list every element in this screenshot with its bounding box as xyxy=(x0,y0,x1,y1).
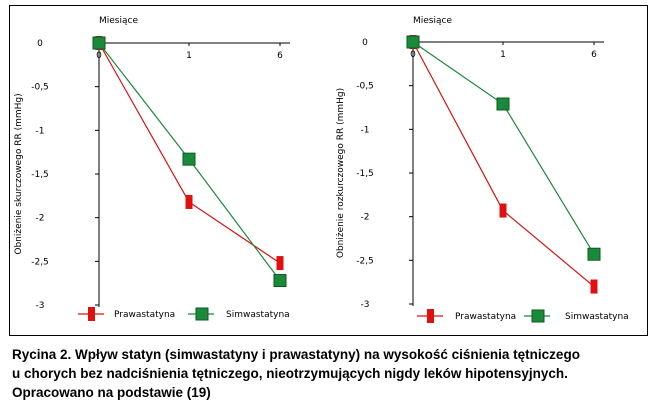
figure-frame xyxy=(9,5,648,336)
y-tick-label: -3 xyxy=(36,301,45,311)
figure-caption: Rycina 2. Wpływ statyn (simwastatyny i p… xyxy=(12,345,648,402)
data-point xyxy=(406,35,420,49)
chart-2: 0 -0,5 -1 -1,5 -2 -2,5 -3 0 1 6 Miesiące Obniżenie … xyxy=(336,16,629,323)
legend-marker xyxy=(427,309,434,323)
legend-label: Simwastatyna xyxy=(565,312,629,322)
chart-1: 0 -0,5 -1 -1,5 -2 -2,5 -3 0 1 6 Miesiące Obniżenie … xyxy=(14,16,290,321)
x-tick-label: 6 xyxy=(591,50,597,60)
y-tick-label: 0 xyxy=(37,39,43,49)
y-tick-label: -2 xyxy=(361,213,370,223)
y-tick-label: -1 xyxy=(36,126,45,136)
x-axis-label: Miesiące xyxy=(99,16,138,26)
y-tick-label: -1,5 xyxy=(356,169,374,179)
data-point xyxy=(185,194,193,209)
data-point xyxy=(499,203,507,218)
data-point xyxy=(587,247,601,261)
data-point xyxy=(590,279,598,294)
x-tick-label: 6 xyxy=(277,51,283,61)
caption-line-1: Rycina 2. Wpływ statyn (simwastatyny i p… xyxy=(12,347,580,362)
y-tick-label: -0,5 xyxy=(31,83,49,93)
x-tick-label: 0 xyxy=(96,51,102,61)
y-axis-label: Obniżenie rozkurczowego RR (mmHg) xyxy=(336,88,346,258)
y-tick-label: -2 xyxy=(36,214,45,224)
data-point xyxy=(276,256,284,271)
legend-marker xyxy=(531,309,545,323)
y-tick-label: -0,5 xyxy=(356,82,374,92)
caption-line-2: u chorych bez nadciśnienia tętniczego, n… xyxy=(12,366,568,381)
x-tick-label: 1 xyxy=(500,50,506,60)
charts-canvas: 0 -0,5 -1 -1,5 -2 -2,5 -3 0 1 6 Miesiące Obniżenie … xyxy=(14,16,629,323)
data-point xyxy=(273,274,287,288)
legend-label: Prawastatyna xyxy=(455,312,516,322)
y-tick-label: -3 xyxy=(361,300,370,310)
y-tick-label: -1 xyxy=(361,125,370,135)
data-point xyxy=(182,152,196,166)
x-axis-label: Miesiące xyxy=(413,16,452,26)
y-tick-label: 0 xyxy=(362,38,368,48)
x-tick-label: 1 xyxy=(186,51,192,61)
legend-label: Prawastatyna xyxy=(114,310,175,320)
y-tick-label: -2,5 xyxy=(356,256,374,266)
y-tick-label: -1,5 xyxy=(31,170,49,180)
y-tick-label: -2,5 xyxy=(31,257,49,267)
series-line xyxy=(412,41,595,287)
data-point xyxy=(92,36,106,50)
data-point xyxy=(496,97,510,111)
x-tick-label: 0 xyxy=(410,50,416,60)
legend-label: Simwastatyna xyxy=(226,310,290,320)
legend-marker xyxy=(88,307,95,321)
caption-line-3: Opracowano na podstawie (19) xyxy=(12,385,211,400)
series-line xyxy=(412,41,595,255)
y-axis-label: Obniżenie skurczowego RR (mmHg) xyxy=(14,93,24,254)
legend-marker xyxy=(195,307,209,321)
